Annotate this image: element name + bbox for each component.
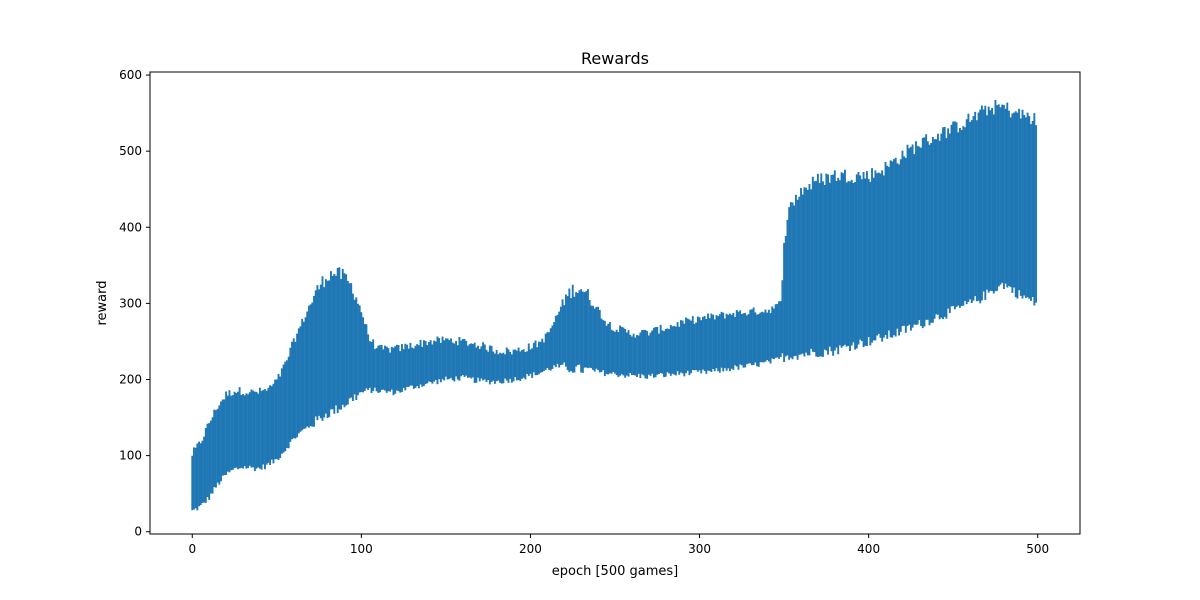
chart-title: Rewards	[581, 49, 649, 68]
x-tick-label: 500	[1026, 542, 1049, 556]
x-axis: 0 100 200 300 400 500	[188, 534, 1049, 556]
x-axis-label: epoch [500 games]	[552, 564, 678, 579]
y-tick-label: 200	[119, 372, 142, 386]
y-tick-label: 100	[119, 449, 142, 463]
x-tick-label: 0	[188, 542, 196, 556]
x-tick-label: 200	[519, 542, 542, 556]
y-tick-label: 600	[119, 68, 142, 82]
y-tick-label: 0	[134, 525, 142, 539]
y-axis-label: reward	[95, 280, 110, 325]
y-tick-label: 400	[119, 220, 142, 234]
y-tick-label: 300	[119, 296, 142, 310]
plot-area	[191, 99, 1037, 511]
x-tick-label: 300	[688, 542, 711, 556]
x-tick-label: 100	[350, 542, 373, 556]
y-tick-label: 500	[119, 144, 142, 158]
y-axis: 0 100 200 300 400 500 600	[119, 68, 150, 539]
x-tick-label: 400	[857, 542, 880, 556]
